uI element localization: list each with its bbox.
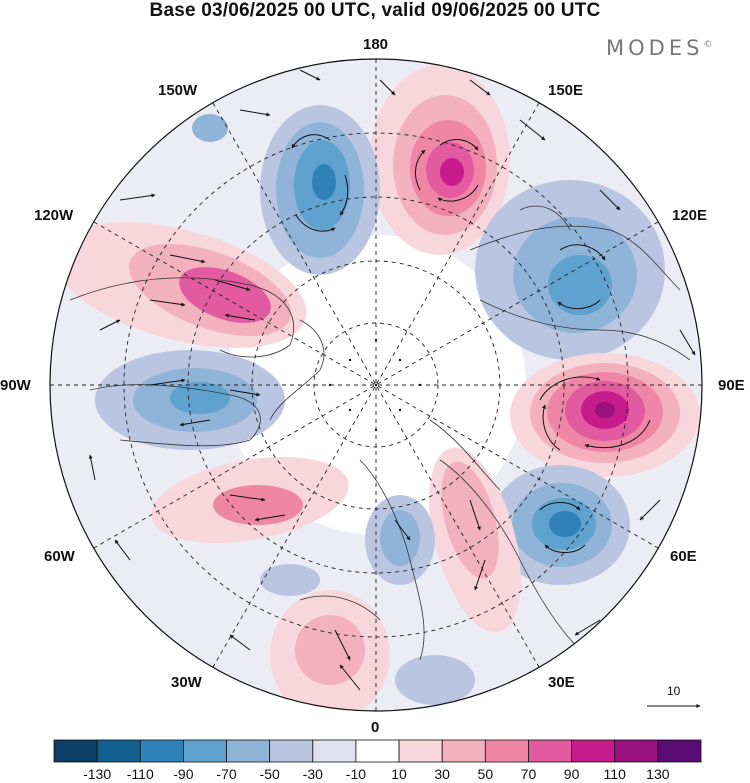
anomaly-positive-south — [270, 590, 390, 711]
anomaly-negative-120e — [475, 180, 665, 360]
colorbar-tick-label: -110 — [126, 766, 154, 782]
lon-label-120e: 120E — [672, 207, 708, 224]
colorbar-swatch — [657, 739, 702, 763]
anomaly-positive-90e — [510, 353, 700, 477]
anomaly-positive-60w — [151, 456, 349, 544]
colorbar-tick-label: 90 — [563, 766, 580, 782]
anomaly-positive-north — [370, 65, 510, 255]
colorbar-swatch — [528, 739, 573, 763]
colorbar-swatch — [53, 739, 98, 763]
map-boundary — [49, 58, 703, 712]
map-title: Base 03/06/2025 00 UTC, valid 09/06/2025… — [149, 0, 601, 21]
colorbar-tick-label: 70 — [520, 766, 537, 782]
lon-label-150e: 150E — [548, 82, 584, 99]
colorbar-tick-label: -90 — [173, 766, 194, 782]
colorbar-swatch — [312, 739, 357, 763]
copyright-mark: © — [703, 40, 713, 50]
colorbar-swatch — [182, 739, 227, 763]
lon-label-150w: 150W — [158, 82, 198, 99]
modes-logo: MODES© — [606, 36, 712, 60]
colorbar-swatch — [96, 739, 141, 763]
anomaly-positive-120w — [53, 222, 307, 348]
colorbar-tick-label: 30 — [434, 766, 450, 782]
lon-label-60e: 60E — [670, 548, 697, 565]
brand-text: MODES — [606, 36, 704, 60]
colorbar-tick-label: -70 — [216, 766, 237, 782]
colorbar-tick-label: -130 — [83, 766, 112, 782]
lon-label-0: 0 — [371, 719, 380, 736]
colorbar-tick-label: 10 — [391, 766, 407, 782]
anomaly-small-20e — [395, 655, 475, 705]
lon-label-120w: 120W — [34, 207, 74, 224]
colorbar-swatch — [614, 739, 659, 763]
colorbar-tick-label: 50 — [477, 766, 494, 782]
anomaly-small-150w — [192, 114, 228, 142]
colorbar-swatch — [484, 739, 529, 763]
anomaly-negative-north-west — [260, 105, 380, 275]
graticule — [50, 59, 702, 711]
colorbar-tick-label: -10 — [345, 766, 367, 782]
lon-label-180: 180 — [363, 36, 389, 53]
lon-label-90e: 90E — [718, 377, 745, 394]
anomaly-small-45w — [260, 564, 320, 596]
colorbar-tick-label: -50 — [259, 766, 280, 782]
colorbar-swatch — [398, 739, 443, 763]
colorbar-tick-label: 130 — [646, 766, 670, 782]
lon-label-30e: 30E — [548, 674, 575, 691]
colorbar-swatch — [269, 739, 314, 763]
anomaly-positive-30e — [429, 447, 521, 633]
reference-vector-label: 10 — [667, 684, 681, 698]
anomaly-negative-0 — [365, 495, 435, 585]
lon-label-90w: 90W — [0, 377, 31, 394]
lon-label-60w: 60W — [44, 548, 75, 565]
anomaly-negative-90w — [95, 350, 285, 450]
colorbar — [53, 739, 702, 763]
colorbar-swatch — [226, 739, 271, 763]
colorbar-tick-label: 110 — [603, 766, 626, 782]
anomaly-negative-60e — [490, 465, 630, 585]
colorbar-swatch — [441, 739, 486, 763]
anomaly-field — [50, 59, 702, 711]
colorbar-swatch — [571, 739, 616, 763]
colorbar-swatch — [139, 739, 184, 763]
colorbar-tick-label: -30 — [302, 766, 323, 782]
lon-label-30w: 30W — [171, 674, 202, 691]
colorbar-swatch — [355, 739, 400, 763]
wind-vectors — [88, 69, 696, 707]
